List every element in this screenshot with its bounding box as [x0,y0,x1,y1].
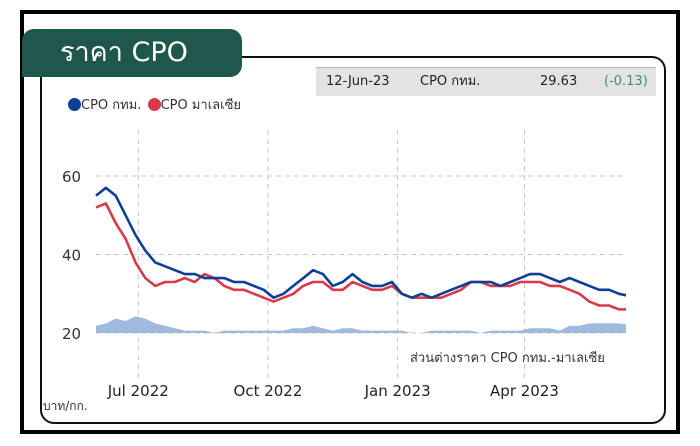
y-tick-label: 60 [62,168,81,186]
latest-value: 29.63 [540,74,578,89]
legend-marker-malaysia [147,98,161,111]
bangkok-price-line [95,186,627,299]
malaysia-price-line [95,202,626,311]
spread-area [96,316,626,333]
y-tick-label: 20 [62,325,81,343]
latest-price-box: 12-Jun-23 CPO กทม. 29.63 (-0.13) [316,67,656,96]
legend-label-malaysia: CPO มาเลเซีย [160,98,242,113]
legend-item-malaysia: CPO มาเลเซีย [147,98,242,113]
y-tick-label: 40 [62,247,81,265]
latest-change: (-0.13) [604,74,648,89]
chart-title: ราคา CPO [22,29,242,77]
x-tick-label: Apr 2023 [490,382,559,400]
legend: CPO กทม. CPO มาเลเซีย [68,94,243,115]
unit-label: บาท/กก. [43,399,88,413]
legend-marker-bangkok [68,98,81,111]
latest-date: 12-Jun-23 [326,74,390,89]
x-tick-label: Jul 2022 [107,382,169,400]
x-tick-label: Jan 2023 [364,382,431,400]
chart-panel [40,56,666,424]
legend-item-bangkok: CPO กทม. [68,98,141,113]
legend-label-bangkok: CPO กทม. [81,98,142,113]
x-tick-label: Oct 2022 [234,382,303,400]
latest-label: CPO กทม. [420,74,481,89]
spread-label: ส่วนต่างราคา CPO กทม.-มาเลเซีย [410,351,605,366]
